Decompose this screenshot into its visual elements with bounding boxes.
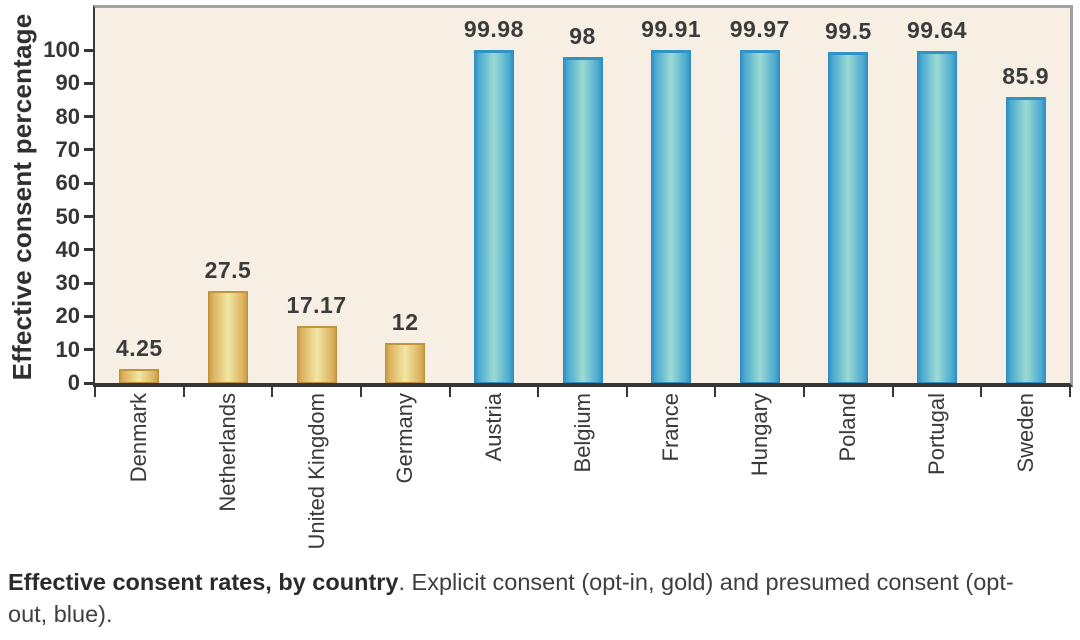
figure-caption: Effective consent rates, by country. Exp… — [8, 566, 1074, 630]
x-axis-tick — [94, 387, 96, 397]
y-axis-tick — [84, 248, 95, 252]
bar-value-france: 99.91 — [641, 16, 702, 43]
x-axis-tick — [980, 387, 983, 397]
x-axis-tick — [448, 387, 451, 397]
caption-line2-text: out, blue). — [8, 601, 113, 627]
y-axis-tick — [84, 314, 95, 318]
bar-austria — [473, 50, 514, 383]
x-axis-tick — [359, 387, 362, 397]
bar-value-united-kingdom: 17.17 — [286, 291, 347, 318]
y-axis-tick — [84, 348, 95, 352]
bar-value-belgium: 98 — [569, 22, 596, 49]
y-axis-tick — [84, 115, 95, 119]
bar-value-germany: 12 — [391, 309, 419, 336]
category-label-belgium: Belgium — [569, 393, 595, 473]
category-label-france: France — [658, 393, 684, 462]
bar-france — [651, 50, 692, 383]
y-axis-tick-label: 30 — [55, 270, 80, 296]
y-axis-tick — [84, 381, 95, 385]
y-axis-tick-label: 60 — [55, 170, 80, 196]
bar-value-poland: 99.5 — [825, 17, 872, 44]
y-axis-tick-label: 0 — [67, 370, 80, 395]
bar-denmark — [119, 368, 160, 383]
y-axis-tick-label: 50 — [55, 203, 80, 229]
bar-belgium — [562, 56, 603, 383]
bar-hungary — [739, 50, 780, 383]
y-axis-tick-label: 80 — [55, 103, 80, 129]
bar-value-austria: 99.98 — [463, 16, 524, 43]
bar-value-sweden: 85.9 — [1002, 62, 1050, 89]
category-label-hungary: Hungary — [746, 393, 772, 477]
x-axis-tick — [537, 387, 540, 397]
category-label-sweden: Sweden — [1012, 393, 1038, 473]
category-label-denmark: Denmark — [126, 393, 152, 483]
plot-area: 4.25 27.5 17.17 12 99.98 98 99.91 99.97 99.5 99.6… — [93, 5, 1073, 387]
y-axis-tick — [84, 215, 95, 218]
x-axis-tick — [625, 387, 628, 397]
y-axis-tick-label: 40 — [55, 236, 80, 262]
category-label-austria: Austria — [480, 393, 506, 462]
bar-netherlands — [207, 291, 248, 383]
y-axis-tick-label: 10 — [55, 336, 80, 362]
y-axis-tick — [84, 81, 95, 85]
x-axis-tick — [714, 387, 717, 397]
category-label-netherlands: Netherlands — [214, 393, 240, 512]
y-axis-tick — [84, 281, 95, 285]
y-axis-tick-label: 100 — [43, 37, 80, 62]
category-label-united-kingdom: United Kingdom — [303, 393, 329, 550]
caption-bold-text: Effective consent rates, by country — [8, 569, 399, 595]
category-label-portugal: Portugal — [924, 393, 950, 475]
bar-value-hungary: 99.97 — [729, 16, 790, 43]
y-axis-tick-label: 70 — [55, 136, 80, 162]
x-axis-tick — [891, 387, 894, 397]
y-axis-tick — [84, 48, 95, 52]
bar-value-portugal: 99.64 — [907, 17, 968, 44]
bar-value-denmark: 4.25 — [115, 334, 163, 361]
category-label-germany: Germany — [392, 393, 418, 484]
y-axis-tick-label: 90 — [55, 70, 80, 96]
x-axis-tick — [271, 387, 274, 397]
y-axis-tick-label: 20 — [55, 303, 80, 329]
y-axis-tick — [84, 148, 95, 152]
bar-germany — [385, 343, 426, 383]
bar-united-kingdom — [296, 325, 337, 383]
bar-sweden — [1005, 96, 1046, 383]
bar-value-netherlands: 27.5 — [204, 257, 252, 284]
y-axis-tick — [84, 181, 95, 185]
bar-portugal — [917, 51, 958, 383]
x-axis-tick — [1069, 387, 1071, 397]
caption-regular-text: . Explicit consent (opt-in, gold) and pr… — [398, 569, 1014, 595]
x-axis-tick — [182, 387, 185, 397]
category-label-poland: Poland — [835, 393, 861, 462]
bar-poland — [828, 51, 869, 383]
x-axis-tick — [803, 387, 806, 397]
